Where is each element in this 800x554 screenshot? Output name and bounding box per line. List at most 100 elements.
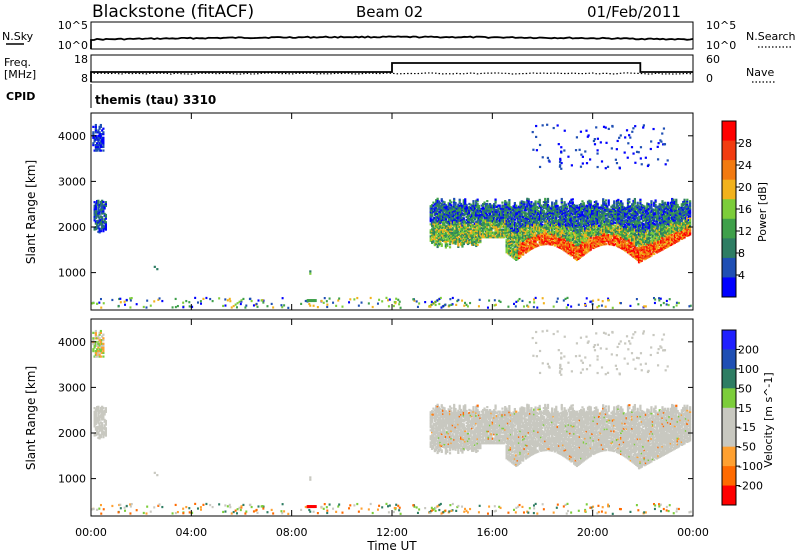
power-cell — [657, 234, 660, 237]
power-cell — [442, 217, 445, 220]
power-cell — [524, 231, 528, 235]
power-cell — [673, 238, 677, 241]
power-cell — [610, 232, 613, 235]
power-cell — [650, 246, 653, 250]
power-cell — [551, 201, 554, 204]
power-cell — [435, 209, 438, 212]
power-cell — [625, 233, 628, 236]
power-cell — [570, 218, 573, 221]
power-cell — [552, 221, 555, 224]
power-cell — [516, 241, 519, 244]
power-cell — [675, 222, 678, 225]
power-cell — [574, 250, 577, 253]
power-cell — [607, 241, 610, 244]
power-cell — [534, 209, 537, 212]
power-cell — [564, 217, 568, 220]
power-cell — [472, 224, 475, 227]
power-cell — [551, 240, 554, 243]
power-cell — [672, 209, 675, 212]
power-cell — [604, 209, 608, 213]
power-cell — [586, 202, 590, 205]
power-cell — [581, 206, 584, 209]
power-cell — [644, 242, 648, 245]
power-cell — [548, 206, 551, 210]
power-cell — [635, 212, 638, 215]
power-cell — [586, 242, 590, 246]
power-cell — [665, 229, 668, 232]
power-cell — [579, 240, 583, 243]
power-cell — [578, 250, 581, 253]
power-cell — [555, 225, 558, 228]
power-cell — [586, 245, 590, 249]
power-cell — [622, 230, 625, 233]
power-cell — [442, 209, 445, 212]
power-cell — [653, 237, 656, 241]
power-cell — [484, 227, 488, 230]
power-cell — [661, 224, 664, 227]
power-cell — [650, 225, 653, 228]
power-cell — [665, 211, 668, 214]
power-cell — [491, 204, 494, 207]
power-cell — [648, 237, 652, 240]
power-cell — [563, 225, 566, 228]
power-cell — [461, 216, 464, 220]
power-cell — [530, 237, 533, 240]
power-cell — [593, 225, 596, 228]
power-cell — [613, 237, 616, 241]
power-cell — [557, 229, 561, 232]
power-cell — [557, 220, 561, 223]
power-cell — [451, 209, 454, 212]
power-cell — [555, 211, 558, 214]
power-cell — [484, 233, 488, 236]
power-cell — [570, 209, 573, 212]
power-cell — [635, 214, 638, 217]
power-cell — [686, 234, 689, 238]
power-cell — [439, 209, 442, 212]
power-cell — [471, 216, 474, 219]
power-cell — [563, 201, 566, 204]
power-cell — [592, 242, 595, 245]
power-cell — [571, 198, 574, 201]
power-cell — [658, 216, 661, 219]
power-cell — [466, 220, 470, 223]
power-cell — [431, 214, 434, 217]
power-cell — [588, 225, 591, 228]
power-cell — [429, 211, 432, 214]
power-cell — [508, 205, 511, 208]
power-cell — [564, 247, 568, 250]
power-cell — [519, 205, 522, 209]
power-cell — [640, 205, 643, 208]
power-cell — [640, 252, 643, 255]
power-cell — [682, 226, 685, 229]
power-cell — [603, 216, 606, 219]
power-cell — [637, 240, 641, 243]
power-cell — [531, 221, 534, 224]
power-cell — [453, 229, 456, 232]
power-cell — [621, 237, 624, 240]
power-cell — [613, 213, 616, 217]
power-cell — [468, 241, 471, 245]
power-cell — [673, 202, 677, 205]
power-cell — [666, 218, 670, 221]
power-cell — [625, 229, 628, 232]
power-cell — [563, 214, 566, 217]
power-cell — [567, 235, 570, 238]
power-cell — [671, 212, 674, 216]
power-cell — [538, 212, 541, 215]
power-cell — [637, 234, 641, 237]
power-cell — [617, 207, 620, 211]
power-cell — [617, 233, 620, 236]
power-cell — [483, 201, 486, 204]
power-cell — [624, 219, 627, 222]
power-cell — [530, 234, 533, 237]
power-cell — [542, 225, 545, 228]
power-cell — [447, 209, 450, 212]
power-cell — [530, 229, 533, 232]
power-cell — [582, 223, 585, 226]
power-cell — [560, 209, 563, 213]
power-cell — [662, 225, 665, 228]
power-cell — [646, 234, 649, 237]
power-cell — [545, 239, 548, 243]
power-cell — [603, 213, 606, 216]
power-cell — [455, 216, 459, 219]
